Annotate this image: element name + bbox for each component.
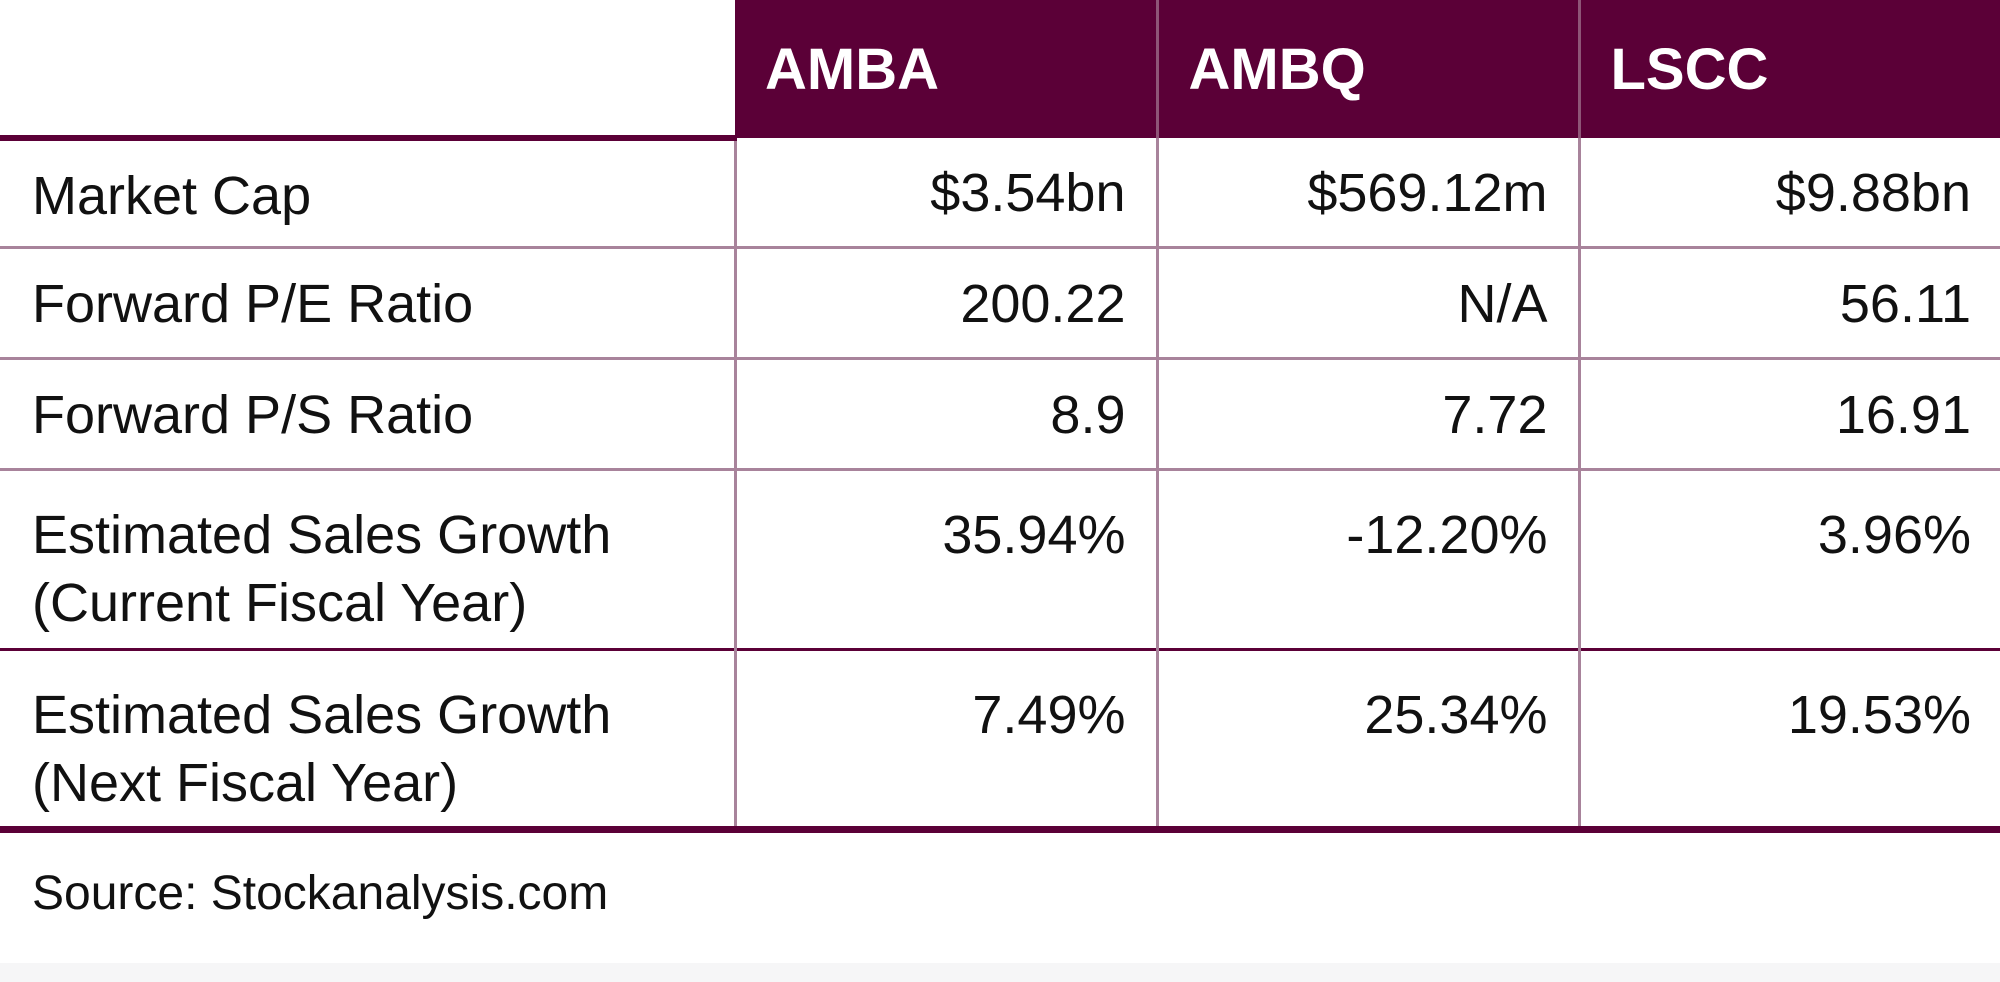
cell-value: 35.94% <box>733 467 1157 649</box>
comparison-table: AMBA AMBQ LSCC Market Cap $3.54bn $569.1… <box>0 0 2000 833</box>
header-row: AMBA AMBQ LSCC <box>0 0 2000 141</box>
cell-value: 8.9 <box>733 356 1157 469</box>
header-ticker-ambq: AMBQ <box>1155 0 1579 138</box>
cell-value: 3.96% <box>1577 467 2000 649</box>
cell-value: $9.88bn <box>1577 138 2000 247</box>
source-note: Source: Stockanalysis.com <box>32 867 609 920</box>
cell-value: 56.11 <box>1577 245 2000 358</box>
cell-value: 7.49% <box>733 647 1157 833</box>
table-row-sales-growth-next: Estimated Sales Growth (Next Fiscal Year… <box>0 647 2000 833</box>
cell-value: 25.34% <box>1155 647 1579 833</box>
bottom-band <box>0 963 2000 982</box>
row-label: Forward P/E Ratio <box>0 245 735 358</box>
row-label: Estimated Sales Growth (Next Fiscal Year… <box>0 647 735 833</box>
cell-value: N/A <box>1155 245 1579 358</box>
row-label: Estimated Sales Growth (Current Fiscal Y… <box>0 467 735 649</box>
cell-value: $569.12m <box>1155 138 1579 247</box>
cell-value: 19.53% <box>1577 647 2000 833</box>
cell-value: -12.20% <box>1155 467 1579 649</box>
table-row-forward-ps: Forward P/S Ratio 8.9 7.72 16.91 <box>0 356 2000 469</box>
table-row-forward-pe: Forward P/E Ratio 200.22 N/A 56.11 <box>0 245 2000 358</box>
row-label: Market Cap <box>32 166 312 226</box>
cell-value: $3.54bn <box>733 138 1157 247</box>
cell-value: 7.72 <box>1155 356 1579 469</box>
header-ticker-lscc: LSCC <box>1577 0 2000 138</box>
cell-value: 200.22 <box>733 245 1157 358</box>
table-row-market-cap: Market Cap $3.54bn $569.12m $9.88bn <box>0 138 2000 247</box>
table-row-sales-growth-current: Estimated Sales Growth (Current Fiscal Y… <box>0 467 2000 649</box>
header-ticker-amba: AMBA <box>735 0 1157 138</box>
header-corner-cell <box>0 0 735 141</box>
row-label: Forward P/S Ratio <box>0 356 735 469</box>
cell-value: 16.91 <box>1577 356 2000 469</box>
